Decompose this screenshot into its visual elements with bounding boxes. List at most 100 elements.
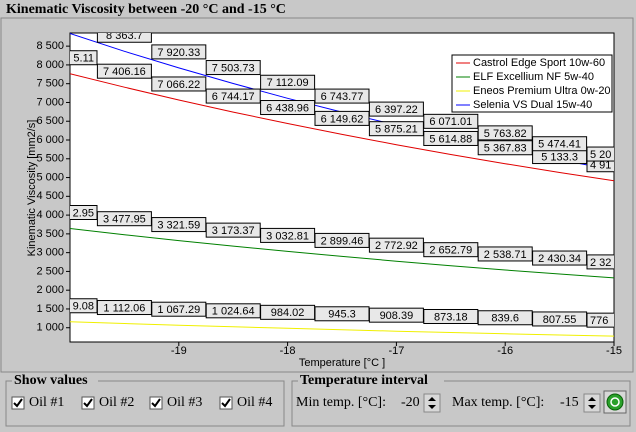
plot-content: 5.11 7 406.16 7 066.22 6 744.17 6 438.96 6 14… (70, 30, 614, 337)
value-label: 7 920.33 (157, 47, 200, 59)
value-label: 6 071.01 (429, 116, 472, 128)
value-label: 908.39 (380, 310, 414, 322)
value-label: 7 503.73 (212, 62, 255, 74)
group-box (291, 380, 631, 427)
value-label-box (314, 110, 370, 126)
y-tick-label: 8 000 (36, 59, 64, 71)
y-tick-label: 7 500 (36, 78, 64, 90)
series-line (70, 321, 614, 337)
value-label: 2 538.71 (484, 249, 527, 261)
legend-label: Selenia VS Dual 15w-40 (473, 99, 592, 111)
y-tick-label: 5 000 (36, 171, 64, 183)
value-label: 6 743.77 (321, 91, 364, 103)
checkbox-label: Oil #1 (29, 395, 64, 410)
y-tick-label: 7 000 (36, 96, 64, 108)
x-tick-label: -19 (171, 345, 187, 357)
value-label: 5 20 (590, 149, 611, 161)
checkbox[interactable]: Oil #1 (11, 395, 64, 410)
chart-title: Kinematic Viscosity between -20 °C and -… (6, 2, 286, 17)
y-tick-label: 1 500 (36, 303, 64, 315)
value-label: 2 652.79 (429, 245, 472, 257)
x-tick-label: -17 (388, 345, 404, 357)
value-label-box (96, 63, 152, 79)
checkbox[interactable]: Oil #2 (81, 395, 134, 410)
value-label-box (205, 60, 261, 76)
checkbox[interactable]: Oil #4 (219, 395, 272, 410)
max-spinner[interactable] (583, 393, 601, 413)
value-label: 3 477.95 (103, 214, 146, 226)
checkbox-label: Oil #3 (167, 395, 202, 410)
apply-button[interactable] (603, 390, 627, 414)
y-tick-label: 1 000 (36, 322, 64, 334)
value-label: 6 149.62 (321, 113, 364, 125)
checkbox[interactable]: Oil #3 (149, 395, 202, 410)
value-label-box (96, 33, 152, 43)
value-label-box (260, 74, 316, 90)
value-label-box (205, 88, 261, 104)
y-tick-label: 4 500 (36, 190, 64, 202)
checkbox-check (83, 398, 93, 408)
group-title: Show values (14, 373, 88, 388)
value-label: 5 474.41 (538, 139, 581, 151)
legend-label: Eneos Premium Ultra 0w-20 (473, 85, 611, 97)
value-label: 3 321.59 (157, 219, 200, 231)
checkbox-label: Oil #4 (237, 395, 272, 410)
group-title-bg (298, 374, 444, 388)
min-temp-value[interactable]: -20 (401, 395, 420, 410)
value-label-box (586, 254, 614, 270)
y-tick-label: 2 500 (36, 265, 64, 277)
checkbox-label: Oil #2 (99, 395, 134, 410)
value-label-box (151, 44, 207, 60)
x-tick-label: -18 (280, 345, 296, 357)
value-label: 1 112.06 (103, 302, 145, 314)
legend-box (451, 54, 613, 113)
x-axis-label: Temperature [°C ] (299, 357, 385, 369)
value-label-box (423, 113, 479, 129)
legend-label: ELF Excellium NF 5w-40 (473, 71, 594, 83)
value-label: 839.6 (491, 313, 519, 325)
value-label: 873.18 (434, 311, 468, 323)
value-label: 3 032.81 (266, 230, 309, 242)
group-title: Temperature interval (300, 373, 428, 388)
y-axis-label: Kinematic Viscosity [mm2/s] (26, 120, 38, 257)
value-label-box (260, 100, 316, 116)
value-label-box (314, 88, 370, 104)
value-label: 984.02 (271, 307, 305, 319)
min-spinner[interactable] (423, 393, 441, 413)
value-label: 5 367.83 (484, 143, 527, 155)
value-label: 7 112.09 (267, 77, 309, 89)
y-tick-label: 6 000 (36, 134, 64, 146)
value-label: 6 397.22 (375, 104, 418, 116)
group-title-bg (12, 374, 98, 388)
group-box (5, 380, 285, 427)
legend: Castrol Edge Sport 10w-60 ELF Excellium N… (451, 54, 613, 113)
value-label-box (532, 136, 588, 152)
value-label-box (151, 76, 207, 92)
value-label: 8 363.7 (106, 30, 143, 42)
value-label: 4 91 (590, 160, 611, 172)
y-tick-label: 3 500 (36, 228, 64, 240)
y-tick-label: 6 500 (36, 115, 64, 127)
y-tick-label: 8 500 (36, 40, 64, 52)
value-label: 7 066.22 (157, 79, 200, 91)
checkbox-group: Oil #1 Oil #2 Oil #3 Oil #4 (11, 395, 272, 410)
y-tick-label: 3 000 (36, 247, 64, 259)
value-label: 1 067.29 (157, 304, 200, 316)
value-label: 5 875.21 (375, 124, 418, 136)
value-label-box (586, 146, 614, 162)
series-line (70, 73, 614, 182)
value-label: 776 (590, 315, 608, 327)
x-tick-label: -16 (497, 345, 513, 357)
max-temp-value[interactable]: -15 (560, 395, 579, 410)
value-label: 5 763.82 (484, 128, 527, 140)
value-label: 6 744.17 (212, 91, 255, 103)
y-tick-label: 4 000 (36, 209, 64, 221)
value-label-box (70, 50, 98, 66)
value-label: 5 133.3 (541, 151, 578, 163)
value-label-box (368, 101, 424, 117)
value-label: 1 024.64 (212, 306, 255, 318)
y-tick-label: 2 000 (36, 284, 64, 296)
value-label: 9.08 (73, 301, 94, 313)
checkbox-check (151, 398, 161, 408)
